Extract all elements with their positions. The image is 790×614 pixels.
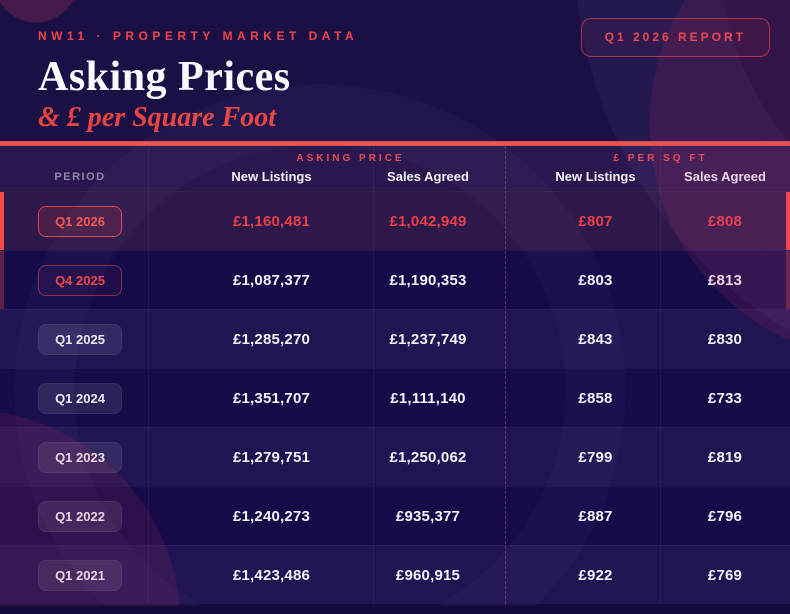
psf-sales-agreed-cell: £819	[707, 448, 743, 466]
psf-sales-agreed-cell: £808	[707, 212, 743, 230]
group-header-price-per-sqft: £ PER SQ FT	[613, 153, 708, 164]
psf-new-listings-cell: £887	[578, 507, 613, 525]
psf-new-listings-cell: £799	[578, 448, 613, 466]
table-body: Q1 2026 £1,160,481 £1,042,949 £807 £808 …	[0, 191, 790, 604]
psf-sales-agreed-cell: £813	[707, 271, 743, 289]
asking-sales-agreed-cell: £1,111,140	[390, 389, 466, 407]
asking-sales-agreed-cell: £960,915	[395, 566, 461, 584]
asking-sales-agreed-cell: £1,250,062	[389, 448, 467, 466]
period-cell: Q1 2023	[0, 441, 148, 473]
psf-new-listings-cell: £922	[578, 566, 613, 584]
column-header-asking-new-listings: New Listings	[231, 169, 312, 184]
asking-sales-agreed-cell: £1,190,353	[389, 271, 467, 289]
asking-new-listings-cell: £1,087,377	[232, 271, 311, 289]
period-pill: Q4 2025	[38, 264, 122, 296]
report-eyebrow: NW11 · PROPERTY MARKET DATA	[38, 29, 359, 43]
psf-new-listings-cell: £843	[578, 330, 613, 348]
column-header-period: PERIOD	[54, 170, 106, 183]
table-row: Q1 2024 £1,351,707 £1,111,140 £858 £733	[0, 368, 790, 427]
report-badge-button[interactable]: Q1 2026 REPORT	[580, 18, 770, 57]
column-header-psf-sales-agreed: Sales Agreed	[684, 169, 766, 184]
table-row: Q4 2025 £1,087,377 £1,190,353 £803 £813	[0, 250, 790, 309]
asking-new-listings-cell: £1,160,481	[232, 212, 311, 230]
psf-new-listings-cell: £803	[578, 271, 613, 289]
period-pill: Q1 2026	[38, 205, 122, 237]
column-header-asking-sales-agreed: Sales Agreed	[387, 169, 469, 184]
period-cell: Q4 2025	[0, 264, 148, 296]
column-header-psf-new-listings: New Listings	[555, 169, 636, 184]
psf-new-listings-cell: £858	[578, 389, 613, 407]
table-row: Q1 2023 £1,279,751 £1,250,062 £799 £819	[0, 427, 790, 486]
period-cell: Q1 2026	[0, 205, 148, 237]
table-row: Q1 2021 £1,423,486 £960,915 £922 £769	[0, 545, 790, 604]
asking-new-listings-cell: £1,279,751	[232, 448, 311, 466]
period-cell: Q1 2021	[0, 559, 148, 591]
period-pill: Q1 2024	[38, 382, 122, 414]
table-row: Q1 2026 £1,160,481 £1,042,949 £807 £808	[0, 191, 790, 250]
psf-sales-agreed-cell: £769	[707, 566, 743, 584]
psf-new-listings-cell: £807	[578, 212, 613, 230]
table-row: Q1 2025 £1,285,270 £1,237,749 £843 £830	[0, 309, 790, 368]
asking-new-listings-cell: £1,351,707	[232, 389, 311, 407]
asking-sales-agreed-cell: £1,042,949	[389, 212, 467, 230]
period-cell: Q1 2022	[0, 500, 148, 532]
table-row: Q1 2022 £1,240,273 £935,377 £887 £796	[0, 486, 790, 545]
group-header-asking-price: ASKING PRICE	[296, 153, 405, 164]
asking-new-listings-cell: £1,240,273	[232, 507, 311, 525]
price-table: ASKING PRICE £ PER SQ FT PERIOD New List…	[0, 141, 790, 604]
psf-sales-agreed-cell: £733	[707, 389, 743, 407]
asking-sales-agreed-cell: £935,377	[395, 507, 461, 525]
asking-sales-agreed-cell: £1,237,749	[389, 330, 467, 348]
hero-header: NW11 · PROPERTY MARKET DATA Q1 2026 REPO…	[0, 0, 790, 141]
psf-sales-agreed-cell: £830	[707, 330, 743, 348]
period-pill: Q1 2023	[38, 441, 122, 473]
table-header: ASKING PRICE £ PER SQ FT PERIOD New List…	[0, 146, 790, 191]
page-subtitle: & £ per Square Foot	[38, 102, 277, 133]
page-title: Asking Prices	[38, 54, 291, 100]
asking-new-listings-cell: £1,423,486	[232, 566, 311, 584]
period-cell: Q1 2024	[0, 382, 148, 414]
asking-new-listings-cell: £1,285,270	[232, 330, 311, 348]
period-group-spacer	[0, 153, 148, 164]
period-cell: Q1 2025	[0, 323, 148, 355]
period-pill: Q1 2022	[38, 500, 122, 532]
psf-sales-agreed-cell: £796	[707, 507, 743, 525]
period-pill: Q1 2021	[38, 559, 122, 591]
period-pill: Q1 2025	[38, 323, 122, 355]
